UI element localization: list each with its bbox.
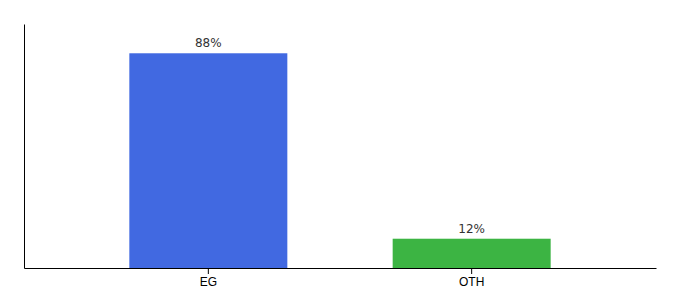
chart-container: 88% 12% EG OTH: [0, 0, 680, 300]
x-axis-line: [25, 268, 657, 269]
y-axis-line: [24, 25, 25, 269]
data-label: 88%: [195, 36, 222, 50]
x-tick-label: OTH: [459, 275, 484, 289]
bar: [393, 239, 551, 268]
y-axis: [24, 25, 25, 269]
plot: 88% 12% EG OTH: [25, 25, 657, 289]
x-axis: EG OTH: [25, 268, 657, 289]
x-tick: OTH: [459, 268, 484, 289]
data-labels: 88% 12%: [195, 36, 485, 235]
x-tick-mark: [471, 268, 472, 274]
bars: [129, 53, 550, 268]
x-tick-mark: [208, 268, 209, 274]
bar: [129, 53, 287, 268]
chart-svg: 88% 12% EG OTH: [0, 0, 680, 300]
data-label: 12%: [458, 222, 485, 236]
x-tick-label: EG: [200, 275, 217, 289]
x-tick: EG: [200, 268, 217, 289]
